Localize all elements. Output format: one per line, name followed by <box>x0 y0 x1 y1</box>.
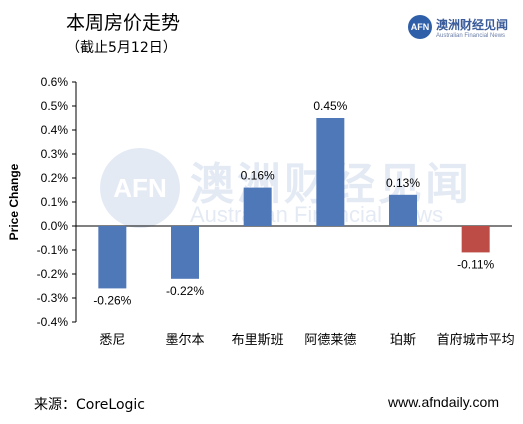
data-label: -0.22% <box>166 284 204 298</box>
afn-logo-name: 澳洲财经见闻 <box>436 18 509 32</box>
category-label: 悉尼 <box>99 333 125 348</box>
y-tick-label: 0.2% <box>41 171 69 185</box>
y-tick-label: 0.6% <box>41 75 69 89</box>
y-tick-label: -0.2% <box>37 267 69 281</box>
category-label: 珀斯 <box>390 333 416 348</box>
afn-logo-badge: AFN <box>408 15 432 39</box>
bar <box>243 187 272 226</box>
y-tick-label: -0.3% <box>37 291 69 305</box>
bar <box>98 226 127 289</box>
y-tick-label: 0.0% <box>41 219 69 233</box>
category-label: 首府城市平均 <box>437 332 515 348</box>
source-note: 来源：CoreLogic <box>34 397 145 413</box>
bar <box>389 194 417 226</box>
y-tick-label: 0.5% <box>41 99 69 113</box>
y-tick-label: 0.3% <box>41 147 69 161</box>
y-tick-label: -0.1% <box>37 243 69 257</box>
data-label: 0.45% <box>313 99 347 113</box>
chart-subtitle: （截止5月12日） <box>66 40 177 56</box>
category-label: 墨尔本 <box>165 333 204 348</box>
bar <box>461 226 490 253</box>
data-label: -0.26% <box>93 293 131 307</box>
bar <box>316 118 345 226</box>
category-label: 布里斯班 <box>232 333 284 348</box>
data-label: 0.13% <box>386 176 420 190</box>
y-tick-label: 0.1% <box>41 195 69 209</box>
chart-title: 本周房价走势 <box>66 12 181 34</box>
y-tick-label: -0.4% <box>37 315 69 329</box>
data-label: 0.16% <box>241 169 275 183</box>
website-link[interactable]: www.afndaily.com <box>388 394 500 410</box>
bar <box>171 226 199 279</box>
data-label: -0.11% <box>457 257 494 271</box>
y-axis-label: Price Change <box>7 163 21 240</box>
category-label: 阿德莱德 <box>304 333 356 348</box>
y-tick-label: 0.4% <box>41 123 69 137</box>
afn-logo-tagline: Australian Financial News <box>436 33 506 39</box>
afn-logo: AFN 澳洲财经见闻 Australian Financial News <box>408 15 518 47</box>
